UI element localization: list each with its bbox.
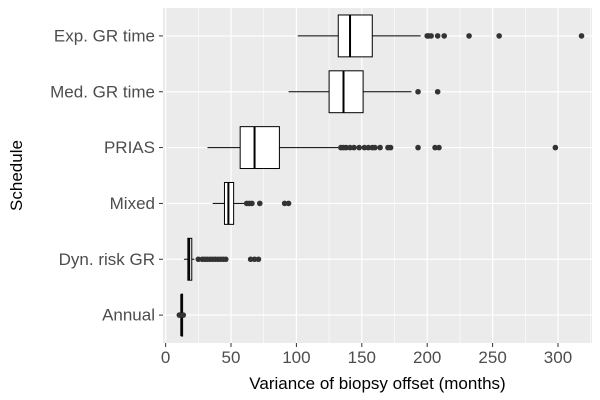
y-tick-label: Annual bbox=[102, 306, 155, 325]
box-5 bbox=[183, 237, 262, 281]
outlier-point bbox=[434, 33, 441, 39]
outlier-point bbox=[195, 256, 202, 263]
outlier-point bbox=[372, 144, 378, 151]
box-iqr bbox=[239, 126, 280, 170]
box-1 bbox=[297, 14, 585, 58]
y-axis-title: Schedule bbox=[7, 140, 26, 211]
outlier-point bbox=[281, 200, 288, 207]
x-axis-title: Variance of biopsy offset (months) bbox=[249, 374, 505, 393]
x-tick-label: 300 bbox=[544, 348, 572, 367]
x-axis-ticks: 0 50 100 150 200 250 300 bbox=[161, 343, 572, 367]
outlier-point bbox=[365, 144, 372, 151]
outlier-point bbox=[552, 144, 559, 151]
x-tick-label: 150 bbox=[348, 348, 376, 367]
y-tick-label: Med. GR time bbox=[50, 82, 155, 101]
outlier-point bbox=[387, 144, 394, 151]
box-2 bbox=[288, 70, 441, 114]
outlier-point bbox=[249, 200, 255, 207]
x-tick-label: 100 bbox=[282, 348, 310, 367]
outlier-point bbox=[251, 256, 258, 263]
y-axis-ticks: Exp. GR time Med. GR time PRIAS Mixed Dyn. r… bbox=[50, 26, 163, 325]
outlier-point bbox=[361, 144, 368, 151]
outlier-point bbox=[578, 33, 585, 39]
outlier-point bbox=[255, 256, 262, 263]
outlier-point bbox=[343, 144, 349, 151]
outlier-point bbox=[377, 144, 383, 151]
outlier-point bbox=[415, 88, 421, 95]
outlier-point bbox=[428, 33, 434, 39]
outlier-point bbox=[347, 144, 353, 151]
box-iqr bbox=[337, 14, 373, 58]
y-tick-label: Mixed bbox=[110, 194, 155, 213]
outlier-point bbox=[222, 256, 229, 263]
outlier-point bbox=[256, 200, 263, 207]
y-tick-label: Exp. GR time bbox=[54, 26, 155, 45]
outlier-point bbox=[496, 33, 502, 39]
outlier-point bbox=[180, 312, 187, 318]
x-tick-label: 250 bbox=[478, 348, 506, 367]
outlier-point bbox=[176, 312, 183, 318]
y-tick-label: Dyn. risk GR bbox=[59, 250, 155, 269]
outlier-point bbox=[466, 33, 472, 39]
x-tick-label: 200 bbox=[413, 348, 441, 367]
box-4 bbox=[212, 181, 292, 225]
outlier-point bbox=[356, 144, 362, 151]
plot-panel bbox=[163, 8, 592, 343]
outlier-point bbox=[247, 256, 254, 263]
box-6 bbox=[176, 293, 187, 337]
outlier-point bbox=[432, 144, 438, 151]
y-tick-label: PRIAS bbox=[104, 138, 155, 157]
outlier-point bbox=[434, 88, 441, 95]
box-3 bbox=[207, 126, 559, 170]
box-iqr bbox=[328, 70, 364, 114]
x-tick-label: 50 bbox=[222, 348, 241, 367]
box-series bbox=[176, 14, 585, 337]
outlier-point bbox=[285, 200, 292, 207]
outlier-point bbox=[436, 144, 442, 151]
outlier-point bbox=[441, 33, 448, 39]
outlier-point bbox=[351, 144, 357, 151]
outlier-point bbox=[415, 144, 421, 151]
x-tick-label: 0 bbox=[161, 348, 170, 367]
